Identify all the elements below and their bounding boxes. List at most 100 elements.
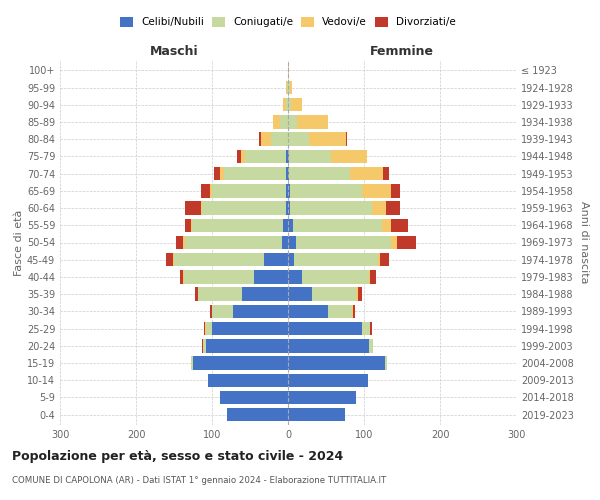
Text: Maschi: Maschi — [149, 46, 199, 59]
Bar — [397, 236, 416, 249]
Text: Popolazione per età, sesso e stato civile - 2024: Popolazione per età, sesso e stato civil… — [12, 450, 343, 463]
Bar — [377, 253, 380, 266]
Bar — [280, 116, 288, 128]
Bar — [288, 64, 289, 77]
Bar — [176, 236, 183, 249]
Bar — [288, 408, 345, 422]
Bar — [313, 288, 356, 301]
Bar — [352, 304, 353, 318]
Bar — [362, 184, 391, 198]
Bar — [203, 322, 205, 336]
Bar — [288, 150, 289, 163]
Bar — [368, 270, 370, 283]
Bar — [192, 218, 283, 232]
Bar — [385, 356, 387, 370]
Bar — [288, 236, 296, 249]
Bar — [353, 304, 355, 318]
Bar — [288, 218, 293, 232]
Bar — [203, 339, 206, 352]
Bar — [286, 167, 288, 180]
Bar — [293, 218, 382, 232]
Bar — [302, 270, 368, 283]
Bar — [273, 116, 280, 128]
Bar — [291, 98, 302, 112]
Bar — [370, 339, 373, 352]
Bar — [193, 356, 288, 370]
Bar — [382, 218, 391, 232]
Bar — [194, 288, 199, 301]
Bar — [331, 150, 367, 163]
Bar — [290, 81, 292, 94]
Bar — [224, 167, 286, 180]
Bar — [212, 322, 288, 336]
Legend: Celibi/Nubili, Coniugati/e, Vedovi/e, Divorziati/e: Celibi/Nubili, Coniugati/e, Vedovi/e, Di… — [117, 14, 459, 30]
Bar — [288, 81, 290, 94]
Bar — [373, 202, 386, 215]
Bar — [356, 288, 358, 301]
Bar — [286, 81, 287, 94]
Bar — [287, 81, 288, 94]
Bar — [185, 218, 191, 232]
Bar — [237, 150, 241, 163]
Bar — [370, 322, 371, 336]
Bar — [205, 322, 206, 336]
Bar — [202, 339, 203, 352]
Bar — [191, 218, 192, 232]
Bar — [282, 236, 288, 249]
Bar — [191, 356, 193, 370]
Bar — [220, 390, 288, 404]
Bar — [391, 218, 408, 232]
Bar — [180, 270, 183, 283]
Bar — [294, 253, 377, 266]
Bar — [370, 270, 376, 283]
Bar — [199, 288, 242, 301]
Bar — [358, 288, 362, 301]
Bar — [288, 253, 294, 266]
Bar — [183, 270, 184, 283]
Bar — [220, 167, 224, 180]
Bar — [297, 116, 328, 128]
Bar — [288, 116, 297, 128]
Bar — [210, 184, 212, 198]
Bar — [202, 202, 286, 215]
Bar — [288, 304, 328, 318]
Bar — [286, 202, 288, 215]
Bar — [290, 184, 362, 198]
Bar — [288, 390, 356, 404]
Bar — [183, 236, 185, 249]
Bar — [212, 304, 233, 318]
Bar — [290, 202, 373, 215]
Bar — [350, 167, 383, 180]
Bar — [288, 167, 289, 180]
Bar — [254, 270, 288, 283]
Bar — [233, 304, 288, 318]
Bar — [263, 253, 288, 266]
Bar — [200, 184, 210, 198]
Bar — [259, 132, 260, 146]
Bar — [289, 167, 350, 180]
Y-axis label: Fasce di età: Fasce di età — [14, 210, 24, 276]
Bar — [380, 253, 389, 266]
Bar — [212, 184, 286, 198]
Bar — [309, 132, 346, 146]
Bar — [241, 150, 245, 163]
Y-axis label: Anni di nascita: Anni di nascita — [579, 201, 589, 284]
Bar — [174, 253, 263, 266]
Bar — [227, 408, 288, 422]
Bar — [271, 132, 288, 146]
Bar — [288, 270, 302, 283]
Bar — [288, 202, 290, 215]
Bar — [283, 98, 286, 112]
Bar — [289, 150, 331, 163]
Bar — [185, 202, 200, 215]
Bar — [328, 304, 352, 318]
Bar — [286, 150, 288, 163]
Bar — [386, 202, 400, 215]
Bar — [206, 322, 212, 336]
Bar — [283, 218, 288, 232]
Bar — [286, 184, 288, 198]
Bar — [185, 236, 282, 249]
Bar — [200, 202, 202, 215]
Bar — [362, 322, 370, 336]
Bar — [214, 167, 220, 180]
